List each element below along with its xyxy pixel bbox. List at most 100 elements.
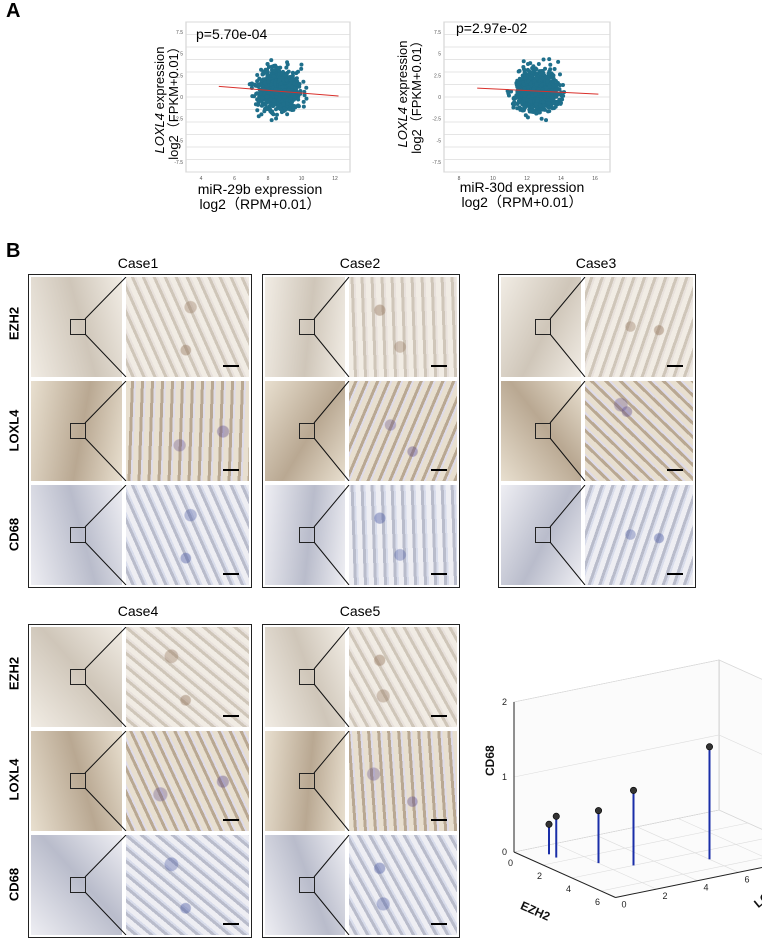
case-image-frame — [28, 274, 252, 588]
z-tick-label: 1 — [502, 772, 507, 782]
scatter-point — [521, 65, 526, 70]
row-label-loxl4-top: LOXL4 — [6, 409, 22, 452]
y-tick-label: -7.5 — [174, 160, 183, 166]
ihc-zoom-image — [349, 731, 457, 831]
scatter-point — [274, 112, 279, 117]
scatter-point — [285, 101, 290, 106]
scatter-point — [266, 90, 271, 95]
scatter-point — [529, 108, 534, 113]
scatter-point — [267, 73, 272, 78]
y-tick-label: 0 — [438, 95, 441, 101]
scatter-point — [286, 87, 291, 92]
y-tick-label: -2.5 — [432, 117, 441, 123]
scatter-point — [279, 72, 284, 77]
scatter-point — [282, 91, 287, 96]
grid-line — [542, 822, 749, 866]
scatter-point — [273, 81, 278, 86]
ihc-zoom-image — [126, 835, 249, 935]
scatter-point — [551, 101, 556, 106]
scatter-point — [548, 62, 553, 67]
scatter-point — [264, 99, 269, 104]
case-title-5: Case5 — [339, 603, 381, 619]
scatter-point — [270, 104, 275, 109]
x-axis-title: EZH2 — [518, 898, 552, 923]
scatter-point — [285, 60, 290, 65]
scatter-point — [247, 82, 252, 87]
scatter-point — [541, 100, 546, 105]
scatter-point — [554, 94, 559, 99]
scatter-point — [285, 112, 290, 117]
scale-bar — [223, 923, 239, 925]
scatter-point — [543, 94, 548, 99]
x-tick-label: 12 — [332, 176, 338, 182]
scatter-point — [539, 107, 544, 112]
z-axis-title: CD68 — [483, 745, 497, 776]
scatter-point — [269, 82, 274, 87]
p-value-1: p=5.70e-04 — [196, 26, 268, 42]
scatter-point — [275, 65, 280, 70]
z-tick-label: 0 — [502, 847, 507, 857]
scatter-point — [521, 59, 526, 64]
scatter-point — [530, 93, 535, 98]
case-image-frame — [498, 274, 696, 588]
case-title-2: Case2 — [339, 255, 381, 271]
x-axis-unit-2: log2（RPM+0.01） — [461, 194, 583, 210]
x-tick-label: 10 — [490, 176, 496, 182]
scatter-point — [283, 107, 288, 112]
regression-line — [218, 85, 339, 97]
scatter-point — [550, 106, 555, 111]
scatter-point — [522, 70, 527, 75]
row-label-cd68-bottom: CD68 — [6, 867, 22, 902]
scatter-point — [284, 65, 289, 70]
x-tick-label: 10 — [299, 176, 305, 182]
stem-point-2 — [552, 812, 560, 820]
scatter-point — [528, 61, 533, 66]
scatter-point — [274, 116, 279, 121]
y-tick-label: 5 — [180, 52, 183, 58]
scatter-point — [294, 76, 299, 81]
scatter-point — [299, 66, 304, 71]
scatter-point — [561, 93, 566, 98]
y-tick-label: 2 — [663, 891, 668, 901]
stem-point-3 — [595, 807, 603, 815]
y-tick-label: 0 — [622, 900, 627, 910]
scatter-point — [255, 108, 260, 113]
zoom-region-box — [299, 669, 315, 685]
scatter-point — [547, 57, 552, 62]
case-title-3: Case3 — [575, 255, 617, 271]
scatter-point — [523, 75, 528, 80]
scatter-point — [261, 87, 266, 92]
scatter-point — [285, 98, 290, 103]
y-tick-label: 7.5 — [434, 30, 441, 36]
scatter-point — [294, 86, 299, 91]
scatter-point — [521, 82, 526, 87]
zoom-region-box — [535, 319, 551, 335]
ihc-zoom-image — [126, 627, 249, 727]
scatter-point — [278, 81, 283, 86]
zoom-region-box — [70, 527, 86, 543]
scatter-point — [277, 96, 282, 101]
case-image-frame — [262, 624, 460, 938]
scatter-plot-1: 7.5 5 2.5 0 -2.5 -5 -7.5 4 6 8 10 12 p=5.70e-04 LOX… — [0, 0, 380, 220]
y-tick-label: 4 — [704, 883, 709, 893]
x-tick-label: 4 — [566, 884, 571, 894]
scatter-point — [549, 94, 554, 99]
scatter-point — [552, 67, 557, 72]
scatter-point — [512, 100, 517, 105]
scatter-point — [506, 91, 511, 96]
scatter-point — [267, 103, 272, 108]
scatter-plot-2: 7.5 5 2.5 0 -2.5 -5 -7.5 8 10 12 14 16 p=2.97e-02 L… — [380, 0, 766, 220]
scatter-point — [277, 78, 282, 83]
scatter-point — [517, 76, 522, 81]
scatter-point — [534, 102, 539, 107]
stem-point-4 — [630, 786, 638, 794]
scatter-point — [546, 101, 551, 106]
x-axis-title-2: miR-30d expression — [459, 179, 585, 195]
scatter-point — [541, 57, 546, 62]
zoom-region-box — [70, 423, 86, 439]
scatter-point — [512, 95, 517, 100]
scatter-point — [269, 118, 274, 123]
axis-line — [513, 851, 616, 898]
y-tick-label: -5 — [437, 138, 442, 144]
y-tick-label: 6 — [745, 874, 750, 884]
